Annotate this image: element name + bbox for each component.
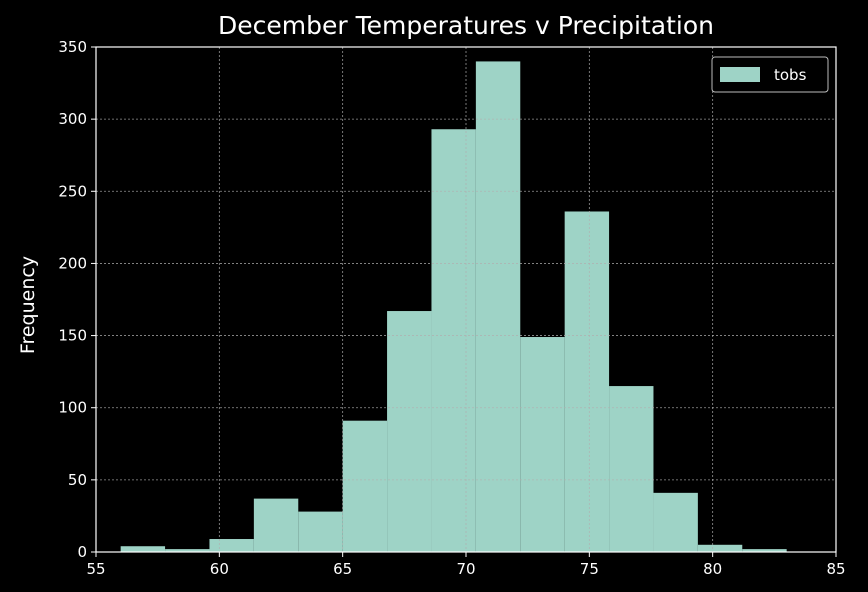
histogram-bar xyxy=(165,549,210,552)
histogram-bar xyxy=(387,311,432,552)
legend-label-tobs: tobs xyxy=(774,66,807,84)
y-tick-label: 50 xyxy=(68,471,87,489)
histogram-bar xyxy=(120,546,166,552)
x-tick-label: 80 xyxy=(703,560,722,578)
histogram-bars xyxy=(120,61,787,553)
x-tick-label: 65 xyxy=(333,560,352,578)
legend-swatch xyxy=(720,67,760,82)
histogram-bar xyxy=(564,211,610,552)
y-tick-label: 350 xyxy=(58,38,87,56)
histogram-bar xyxy=(742,549,787,552)
x-axis-ticks: 55 60 65 70 75 80 85 xyxy=(86,552,846,578)
y-tick-label: 0 xyxy=(77,543,87,561)
y-tick-label: 250 xyxy=(58,182,87,200)
histogram-bar xyxy=(298,511,343,552)
y-tick-label: 300 xyxy=(58,110,87,128)
y-axis-ticks: 0 50 100 150 200 250 300 350 xyxy=(58,38,96,561)
x-tick-label: 85 xyxy=(826,560,845,578)
y-tick-label: 150 xyxy=(58,327,87,345)
y-tick-label: 100 xyxy=(58,399,87,417)
y-axis-label: Frequency xyxy=(17,256,39,354)
histogram-bar xyxy=(697,544,743,552)
histogram-bar xyxy=(609,386,654,552)
histogram-bar xyxy=(209,539,254,552)
histogram-bar xyxy=(520,337,565,552)
histogram-bar xyxy=(342,420,388,552)
x-tick-label: 60 xyxy=(210,560,229,578)
legend-frame xyxy=(711,56,829,93)
x-tick-label: 75 xyxy=(580,560,599,578)
chart-title: December Temperatures v Precipitation xyxy=(218,11,714,40)
y-tick-label: 200 xyxy=(58,254,87,272)
x-tick-label: 70 xyxy=(456,560,475,578)
histogram-bar xyxy=(653,492,698,552)
grid-lines xyxy=(96,47,836,552)
x-tick-label: 55 xyxy=(86,560,105,578)
legend: tobs xyxy=(711,56,829,93)
histogram-bar xyxy=(475,61,521,553)
histogram-bar xyxy=(431,129,476,552)
histogram-bar xyxy=(253,498,299,552)
